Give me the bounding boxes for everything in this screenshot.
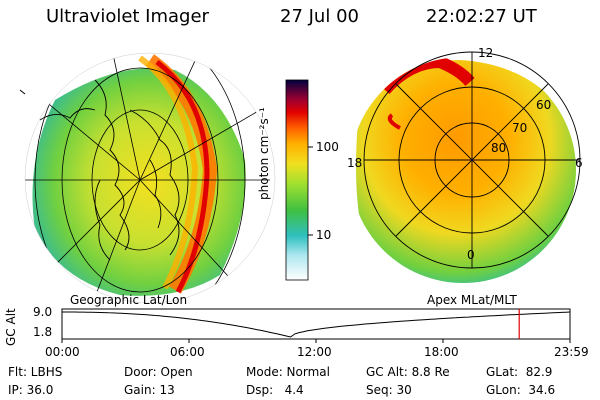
apex-panel-label: Apex MLat/MLT [427, 293, 517, 307]
apex-panel [356, 51, 581, 283]
altitude-ylabel: GC Alt [4, 308, 18, 346]
gain-info: Gain: 13 [124, 383, 175, 397]
mlt-0-label: 0 [467, 248, 475, 262]
image-time: 22:02:27 UT [426, 6, 537, 27]
altitude-ytick-bottom: 1.8 [33, 325, 53, 339]
gc-alt-info: GC Alt: 8.8 Re [366, 365, 450, 379]
time-tick-0600: 06:00 [170, 345, 205, 359]
time-tick-1200: 12:00 [297, 345, 332, 359]
mlat-70-label: 70 [512, 121, 528, 135]
dsp-info: Dsp: 4.4 [246, 383, 304, 397]
altitude-curve [62, 311, 571, 338]
mlt-6-label: 6 [575, 156, 583, 170]
time-tick-1800: 18:00 [424, 345, 459, 359]
glat-info: GLat: 82.9 [486, 365, 553, 379]
seq-info: Seq: 30 [366, 383, 412, 397]
mlat-80-label: 80 [491, 141, 507, 155]
filter-info: Flt: LBHS [8, 365, 63, 379]
time-tick-2359: 23:59 [554, 345, 589, 359]
colorbar-tick-10: 10 [316, 228, 332, 242]
time-tick-0000: 00:00 [45, 345, 80, 359]
colorbar-tick-100: 100 [316, 140, 339, 154]
altitude-plot [61, 308, 571, 343]
colorbar-unit-label: photon cm⁻²s⁻¹ [257, 107, 271, 200]
app-title: Ultraviolet Imager [46, 6, 209, 27]
geographic-panel-label: Geographic Lat/Lon [70, 293, 188, 307]
mlt-12-label: 12 [478, 46, 494, 60]
geographic-panel [19, 52, 276, 304]
altitude-ytick-top: 9.0 [33, 305, 53, 319]
glon-info: GLon: 34.6 [486, 383, 556, 397]
mode-info: Mode: Normal [246, 365, 330, 379]
door-info: Door: Open [124, 365, 193, 379]
colorbar [285, 79, 313, 281]
mlat-60-label: 60 [536, 98, 552, 112]
image-date: 27 Jul 00 [280, 6, 359, 27]
mlt-18-label: 18 [347, 156, 363, 170]
ip-info: IP: 36.0 [8, 383, 54, 397]
